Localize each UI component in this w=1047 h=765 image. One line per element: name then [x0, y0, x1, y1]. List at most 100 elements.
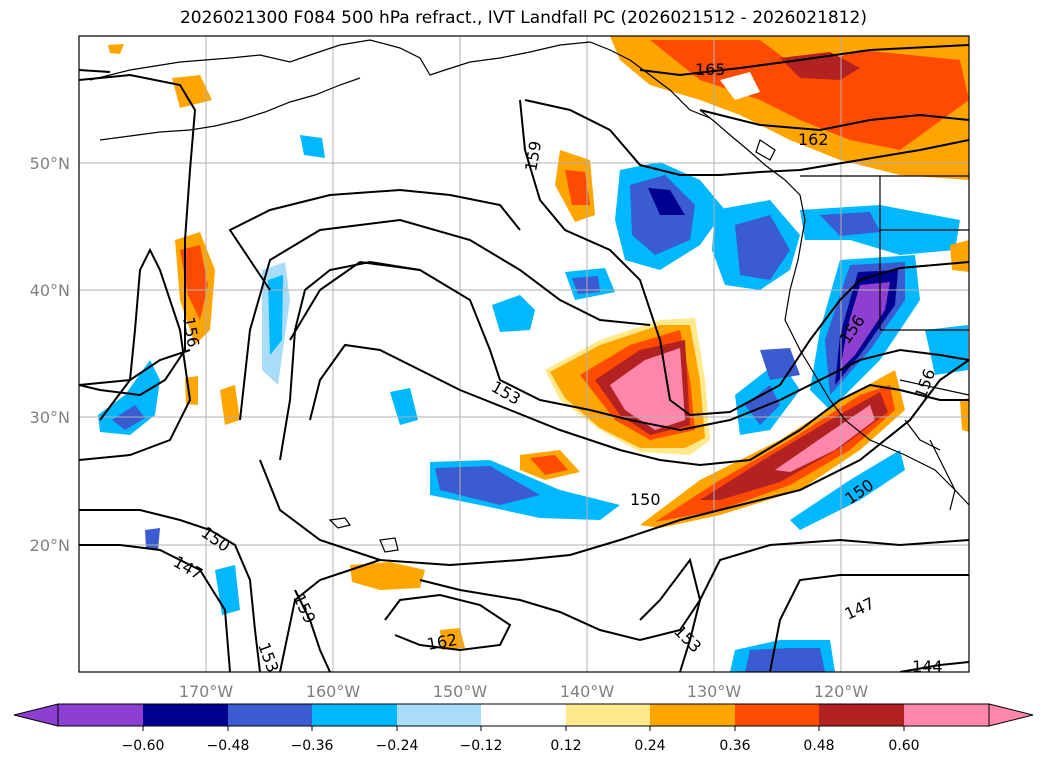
contour-label: 144: [912, 657, 943, 676]
coast-alaska: [89, 39, 711, 119]
shade-blue-mid1-mid: [745, 385, 780, 425]
map-content: 165 162 159 156 156 156 153 150 150 150 …: [79, 36, 969, 676]
contour-165: [639, 44, 969, 77]
contour-west-top: [79, 69, 111, 73]
colorbar-segment: [397, 704, 481, 726]
map-frame: [78, 35, 970, 673]
shade-blue-small2: [492, 295, 535, 332]
shade-orange-w4: [220, 385, 240, 425]
contour-159-north: [524, 99, 969, 176]
lon-label: 150°W: [433, 682, 488, 701]
contour-147-se: [769, 574, 969, 672]
shade-blue-e-small: [925, 325, 968, 375]
colorbar-frame: [57, 703, 990, 727]
contour-156-east: [519, 99, 969, 417]
contour-150-loop: [279, 260, 421, 461]
lon-label: 130°W: [687, 682, 742, 701]
contour-153-south: [259, 359, 969, 567]
colorbar-tick-label: 0.48: [803, 738, 834, 754]
shade-center-pink: [610, 348, 685, 430]
coast-bc: [699, 109, 969, 506]
shade-small-red: [530, 455, 568, 475]
contours: [79, 44, 969, 672]
shade-orange-s2: [440, 628, 465, 650]
contour-147: [79, 544, 231, 672]
colorbar-segment: [650, 704, 735, 726]
shade-blue-west1: [98, 360, 160, 435]
lon-label: 160°W: [306, 682, 361, 701]
island-small1: [328, 517, 352, 529]
colorbar: −0.60 −0.48 −0.36 −0.24 −0.12 0.12 0.24 0.36 0.4…: [13, 703, 1034, 754]
contour-150-big: [228, 188, 521, 291]
contour-label: 150: [630, 490, 661, 509]
colorbar-segment: [143, 704, 228, 726]
colorbar-tick-label: −0.36: [291, 738, 334, 754]
contour-big-loop: [239, 218, 651, 421]
shade-orange-e2: [960, 398, 969, 432]
shade-orange-s1: [350, 562, 425, 590]
map-title: 2026021300 F084 500 hPa refract., IVT La…: [179, 8, 867, 28]
shade-red-w1: [180, 245, 208, 320]
shade-band-pink: [775, 405, 875, 472]
contour-150-inner: [309, 343, 969, 467]
colorbar-segment: [566, 704, 650, 726]
colorbar-arrow-left: [13, 703, 59, 727]
contour-162-south: [384, 593, 512, 652]
contour-label: 162: [798, 130, 829, 149]
colorbar-segment: [58, 704, 143, 726]
coast-aleutians: [99, 77, 361, 141]
shade-blue-w5: [300, 135, 325, 158]
coast-islands: [755, 139, 776, 161]
colorbar-segment: [735, 704, 819, 726]
lon-label: 120°W: [814, 682, 869, 701]
contour-159-south: [294, 589, 331, 672]
lat-label: 30°N: [30, 408, 70, 427]
colorbar-tick-label: −0.24: [376, 738, 419, 754]
coastlines: [89, 39, 969, 553]
shade-blue-se: [790, 450, 905, 530]
shade-blue-east1-mid: [735, 215, 790, 280]
colorbar-segment: [904, 704, 989, 726]
colorbar-segment: [481, 704, 566, 726]
graticule: [79, 36, 969, 672]
coast-baja: [904, 419, 956, 511]
longitude-labels: 170°W 160°W 150°W 140°W 130°W 120°W: [179, 682, 869, 701]
contour-label: 165: [695, 60, 726, 79]
contour-150-south: [79, 509, 261, 672]
colorbar-tick-label: 0.60: [888, 738, 919, 754]
lat-label: 40°N: [30, 281, 70, 300]
shade-blue-w4: [145, 528, 160, 550]
colorbar-tick-label: 0.12: [550, 738, 581, 754]
shade-blue-east2-mid: [820, 212, 880, 236]
colorbar-segment: [312, 704, 397, 726]
shade-orange-w2: [172, 75, 212, 108]
shade-red-w3: [565, 170, 590, 205]
border-states: [879, 176, 969, 396]
lat-label: 20°N: [30, 536, 70, 555]
shade-blue-mid2: [760, 348, 800, 380]
shade-blue-south-streak-mid: [435, 466, 540, 505]
shade-blue-small3: [390, 388, 418, 425]
contour-144: [899, 661, 969, 672]
shade-orange-e: [950, 240, 969, 272]
contour-162-north: [699, 109, 969, 132]
shade-blue-west2-mid: [268, 275, 283, 355]
colorbar-segment: [228, 704, 312, 726]
colorbar-segment: [819, 704, 904, 726]
colorbar-arrow-right: [988, 703, 1034, 727]
shade-orange-top: [108, 44, 124, 54]
colorbar-tick-label: −0.12: [460, 738, 503, 754]
contour-156-west: [79, 73, 197, 397]
contour-153-outer: [79, 247, 192, 461]
lon-label: 170°W: [179, 682, 234, 701]
shade-ne-red: [650, 40, 969, 150]
island-small2: [379, 537, 399, 553]
shade-ne-white: [720, 72, 760, 100]
contour-150-south2: [279, 538, 969, 672]
colorbar-tick-label: −0.60: [122, 738, 165, 754]
colorbar-segments: [58, 704, 989, 726]
contour-153-se: [639, 557, 702, 672]
lon-label: 140°W: [560, 682, 615, 701]
colorbar-tick-label: 0.24: [634, 738, 665, 754]
